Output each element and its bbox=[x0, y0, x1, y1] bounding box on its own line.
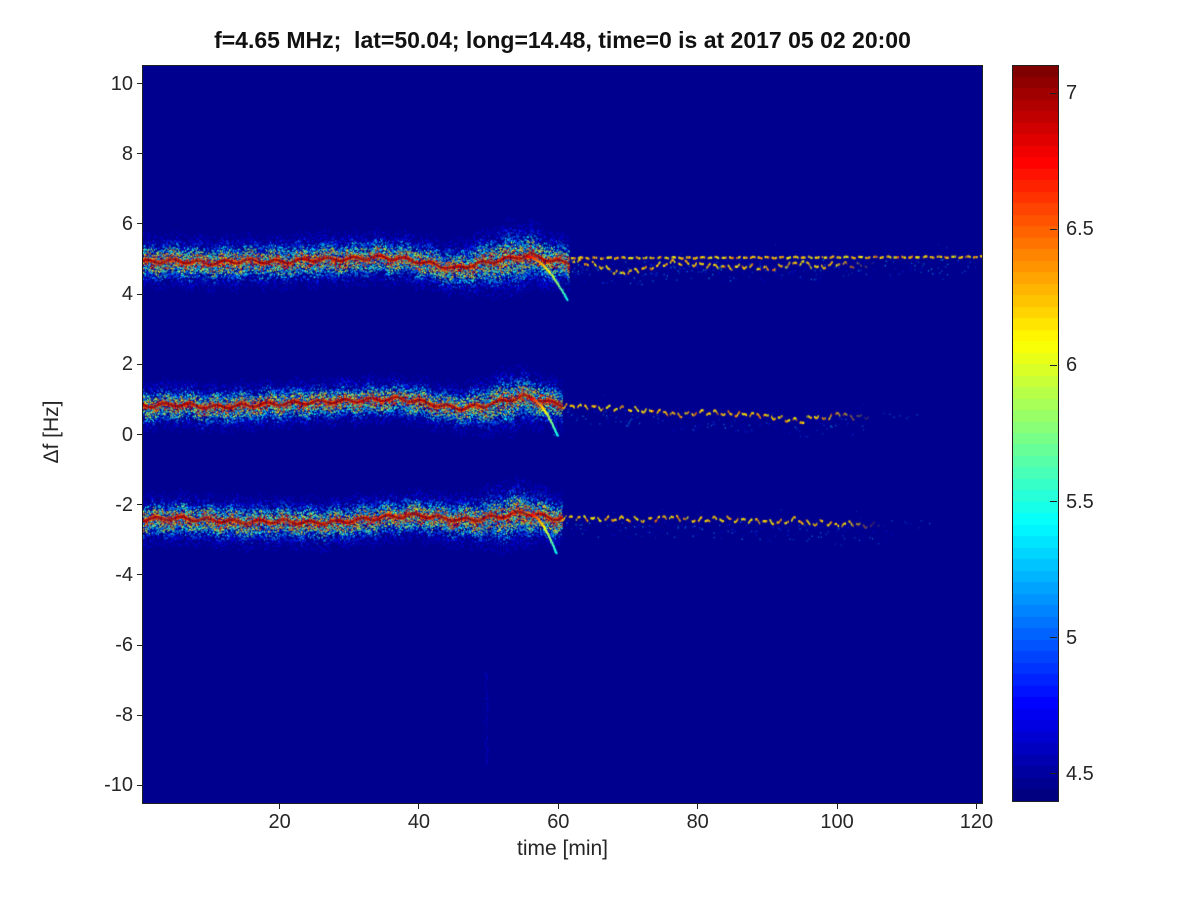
y-tick-mark bbox=[137, 83, 142, 85]
colorbar-tick-label: 5 bbox=[1066, 626, 1078, 649]
x-tick-label: 80 bbox=[686, 811, 709, 833]
x-tick-label: 120 bbox=[959, 811, 994, 833]
colorbar-tick-mark bbox=[1050, 364, 1057, 366]
y-tick-mark bbox=[137, 784, 142, 786]
y-tick-label: -6 bbox=[115, 634, 133, 657]
x-tick-mark bbox=[418, 804, 420, 809]
colorbar-canvas bbox=[1013, 66, 1058, 801]
plot-area-frame bbox=[142, 65, 983, 804]
colorbar-frame bbox=[1012, 65, 1059, 802]
colorbar-tick-mark bbox=[1050, 773, 1057, 775]
colorbar-tick-mark bbox=[1050, 501, 1057, 503]
x-tick-label: 40 bbox=[407, 811, 431, 833]
y-tick-label: -8 bbox=[115, 704, 133, 727]
y-tick-mark bbox=[137, 574, 142, 576]
colorbar-tick-mark bbox=[1050, 92, 1057, 94]
y-tick-label: 6 bbox=[121, 212, 133, 235]
colorbar-tick-label: 6.5 bbox=[1066, 218, 1094, 241]
y-tick-mark bbox=[137, 363, 142, 365]
y-tick-label: 2 bbox=[121, 353, 133, 376]
y-tick-mark bbox=[137, 504, 142, 506]
x-tick-label: 20 bbox=[268, 811, 291, 833]
colorbar-tick-label: 4.5 bbox=[1066, 762, 1094, 785]
y-tick-label: 8 bbox=[121, 142, 133, 165]
x-tick-mark bbox=[557, 804, 559, 809]
colorbar-tick-label: 7 bbox=[1066, 82, 1078, 105]
x-axis-label: time [min] bbox=[516, 837, 608, 860]
y-tick-mark bbox=[137, 434, 142, 435]
x-tick-label: 60 bbox=[547, 811, 570, 833]
y-tick-mark bbox=[137, 714, 142, 716]
colorbar-tick-mark bbox=[1050, 637, 1057, 639]
y-tick-label: 10 bbox=[110, 72, 133, 95]
y-tick-label: -4 bbox=[115, 563, 133, 586]
y-tick-mark bbox=[137, 223, 142, 225]
heatmap-canvas bbox=[143, 66, 982, 803]
colorbar-tick-mark bbox=[1050, 228, 1057, 230]
y-tick-mark bbox=[137, 153, 142, 155]
y-tick-label: 0 bbox=[121, 423, 133, 446]
x-tick-label: 100 bbox=[820, 811, 854, 833]
y-tick-mark bbox=[137, 644, 142, 646]
x-tick-mark bbox=[697, 804, 699, 809]
x-tick-mark bbox=[975, 804, 977, 809]
x-tick-mark bbox=[836, 804, 838, 809]
y-tick-mark bbox=[137, 293, 142, 295]
x-tick-mark bbox=[279, 804, 281, 809]
chart-title: f=4.65 MHz; lat=50.04; long=14.48, time=… bbox=[214, 27, 911, 53]
y-tick-label: -2 bbox=[115, 493, 133, 516]
colorbar-tick-label: 6 bbox=[1066, 354, 1078, 377]
y-tick-label: -10 bbox=[104, 774, 133, 797]
y-tick-label: 4 bbox=[121, 283, 133, 306]
colorbar-tick-label: 5.5 bbox=[1066, 490, 1094, 513]
